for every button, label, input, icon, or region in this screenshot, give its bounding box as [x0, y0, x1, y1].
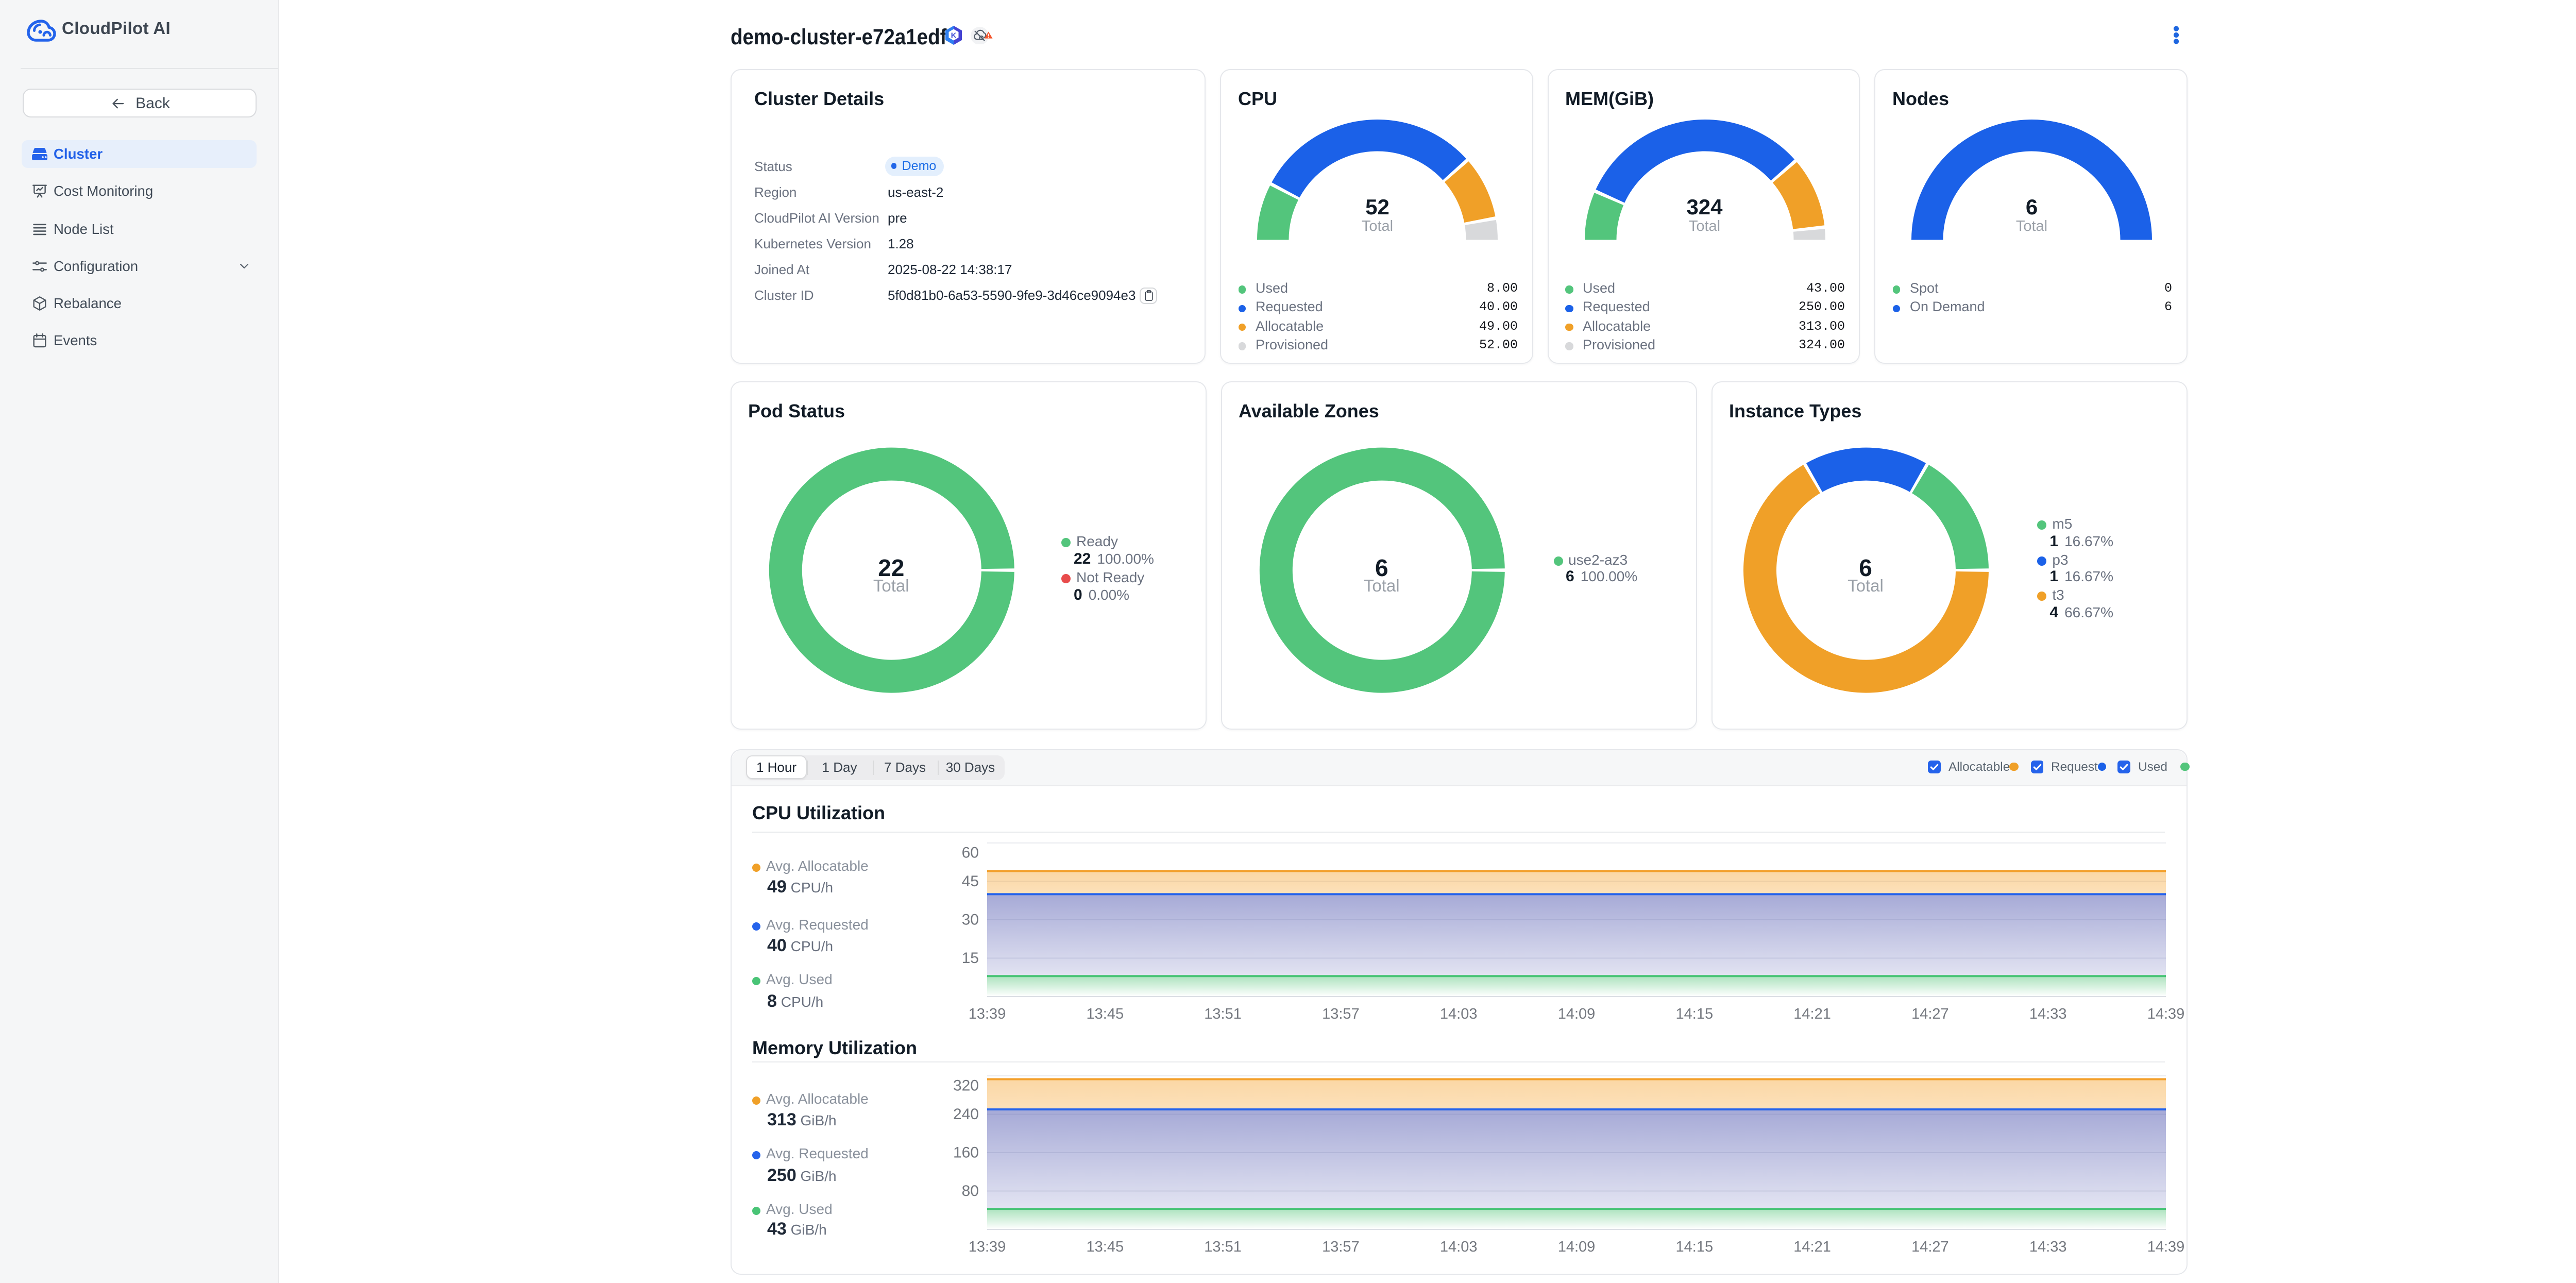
svg-text:320: 320	[953, 1077, 979, 1094]
svg-text:30: 30	[962, 911, 979, 929]
svg-text:13:57: 13:57	[1322, 1006, 1360, 1022]
svg-text:14:15: 14:15	[1676, 1239, 1714, 1255]
svg-text:14:33: 14:33	[2029, 1006, 2067, 1022]
svg-text:45: 45	[962, 873, 979, 890]
svg-text:15: 15	[962, 950, 979, 967]
svg-text:13:51: 13:51	[1204, 1006, 1242, 1022]
svg-text:14:39: 14:39	[2147, 1006, 2185, 1022]
svg-text:13:45: 13:45	[1087, 1006, 1124, 1022]
svg-text:14:21: 14:21	[1793, 1239, 1831, 1255]
svg-text:13:57: 13:57	[1322, 1239, 1360, 1255]
svg-text:60: 60	[962, 845, 979, 862]
svg-text:14:27: 14:27	[1911, 1239, 1949, 1255]
svg-text:14:15: 14:15	[1676, 1006, 1714, 1022]
svg-text:14:39: 14:39	[2147, 1239, 2185, 1255]
svg-text:80: 80	[962, 1183, 979, 1200]
svg-text:160: 160	[953, 1144, 979, 1161]
svg-text:14:09: 14:09	[1558, 1006, 1596, 1022]
svg-text:K: K	[951, 31, 956, 40]
svg-text:14:03: 14:03	[1440, 1239, 1478, 1255]
svg-text:14:03: 14:03	[1440, 1006, 1478, 1022]
svg-text:14:21: 14:21	[1793, 1006, 1831, 1022]
svg-text:14:27: 14:27	[1911, 1006, 1949, 1022]
svg-text:13:39: 13:39	[969, 1239, 1006, 1255]
svg-text:14:33: 14:33	[2029, 1239, 2067, 1255]
svg-text:13:39: 13:39	[969, 1006, 1006, 1022]
svg-text:13:51: 13:51	[1204, 1239, 1242, 1255]
svg-text:13:45: 13:45	[1087, 1239, 1124, 1255]
svg-text:240: 240	[953, 1106, 979, 1123]
svg-text:14:09: 14:09	[1558, 1239, 1596, 1255]
